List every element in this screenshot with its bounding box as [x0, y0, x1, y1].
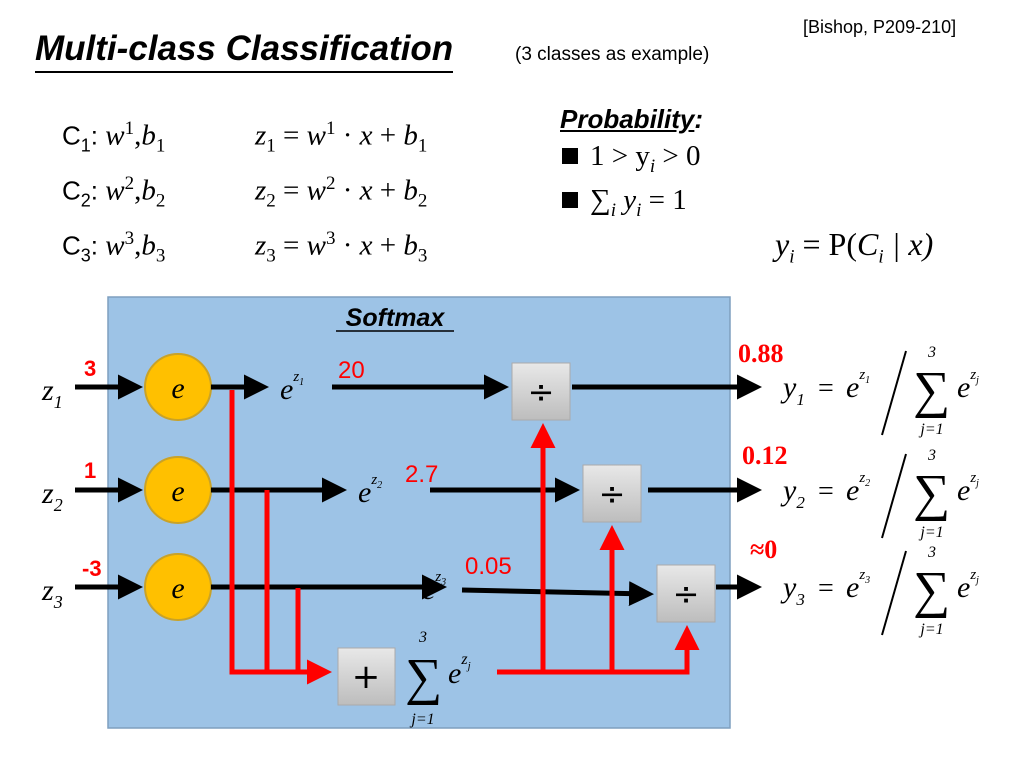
output-var: y2: [780, 474, 805, 512]
output-formula-2: 0.12 y2 = ez2 3∑ j=1 ezj: [742, 441, 979, 541]
numerator: ez2: [846, 470, 870, 507]
input-z1: z1: [41, 374, 63, 412]
output-var: y1: [780, 371, 805, 409]
output-probability: 0.12: [742, 441, 788, 470]
input-value: 3: [84, 356, 96, 381]
sum-upper-limit: 3: [418, 629, 427, 646]
probability-definition: yi = P(Ci | x): [775, 226, 934, 268]
sum-wiring: [229, 390, 700, 685]
denominator-term: ezj: [957, 367, 979, 404]
sum-term: ezj: [448, 651, 471, 690]
equals-sign: =: [818, 573, 834, 604]
divide-node: [582, 464, 642, 523]
citation: [Bishop, P209-210]: [803, 17, 957, 37]
input-z3: z3: [41, 574, 63, 612]
class-linear-eq-1: z1 = w1 · x + b1: [255, 118, 428, 157]
output-var: y3: [780, 571, 805, 609]
class-linear-eq-2: z2 = w2 · x + b2: [255, 173, 428, 212]
bullet-icon: [562, 192, 578, 208]
plus-icon: +: [352, 657, 381, 697]
numerator: ez1: [846, 367, 870, 404]
class-linear-eq-3: z3 = w3 · x + b3: [255, 228, 428, 267]
sum-lower-limit: j=1: [409, 711, 434, 728]
denominator-term: ezj: [957, 470, 979, 507]
input-value: -3: [82, 556, 102, 581]
output-probability: 0.88: [738, 339, 784, 368]
exp-node-label: e: [171, 372, 184, 405]
sum-lower-limit: j=1: [918, 524, 943, 541]
arrow: [461, 581, 654, 607]
exp-value: 0.05: [465, 553, 512, 580]
output-probability: ≈0: [750, 535, 777, 564]
divide-icon: ÷: [599, 475, 626, 513]
input-z2: z2: [41, 477, 63, 515]
denominator-term: ezj: [957, 567, 979, 604]
exp-node-label: e: [171, 475, 184, 508]
sum-node: +: [337, 647, 396, 706]
sum-upper-limit: 3: [927, 344, 936, 361]
divide-icon: ÷: [528, 373, 555, 411]
class-params-2: C2: w2,b2: [62, 173, 166, 212]
divide-node: [511, 362, 571, 421]
softmax-title: Softmax: [346, 304, 446, 332]
sum-lower-limit: j=1: [918, 421, 943, 438]
sum-sign: ∑: [913, 562, 950, 619]
exp-value: 2.7: [405, 461, 438, 488]
page-title: Multi-class Classification: [35, 28, 454, 73]
output-formula-1: 0.88 y1 = ez1 3∑ j=1 ezj: [738, 339, 979, 438]
exp-output-label: ez1: [280, 369, 304, 406]
fraction-slash: [881, 350, 907, 436]
equals-sign: =: [818, 476, 834, 507]
divide-node: [656, 564, 716, 623]
exp-value: 20: [338, 357, 365, 384]
output-formula-3: ≈0y3 = ez3 3∑ j=1 ezj: [750, 535, 979, 638]
sum-sign: ∑: [913, 362, 950, 419]
bullet-icon: [562, 148, 578, 164]
softmax-row-1: z1 3 e ez1 20 ÷: [41, 353, 762, 421]
softmax-row-2: z2 1 e ez2 2.7 ÷: [41, 456, 762, 524]
sum-lower-limit: j=1: [918, 621, 943, 638]
numerator: ez3: [846, 567, 870, 604]
sum-upper-limit: 3: [927, 447, 936, 464]
probability-rule-range: 1 > yi > 0: [562, 140, 701, 178]
class-params-3: C3: w3,b3: [62, 228, 166, 267]
sum-sign: ∑: [405, 649, 442, 706]
input-value: 1: [84, 458, 96, 483]
sum-upper-limit: 3: [927, 544, 936, 561]
softmax-row-3: z3 -3 e ez3 0.05 ÷: [41, 553, 762, 623]
class-params-1: C1: w1,b1: [62, 118, 166, 157]
divide-icon: ÷: [673, 575, 700, 613]
probability-rule-sum: ∑i yi = 1: [562, 184, 687, 222]
exp-node-label: e: [171, 572, 184, 605]
fraction-slash: [881, 453, 907, 539]
fraction-slash: [881, 550, 907, 636]
sum-expression: 3 ∑ j=1 ezj: [405, 629, 471, 728]
equals-sign: =: [818, 373, 834, 404]
sum-sign: ∑: [913, 465, 950, 522]
probability-heading: Probability:: [560, 104, 704, 134]
page-subtitle: (3 classes as example): [515, 44, 710, 65]
exp-output-label: ez2: [358, 472, 382, 509]
exp-output-label: ez3: [422, 569, 446, 606]
